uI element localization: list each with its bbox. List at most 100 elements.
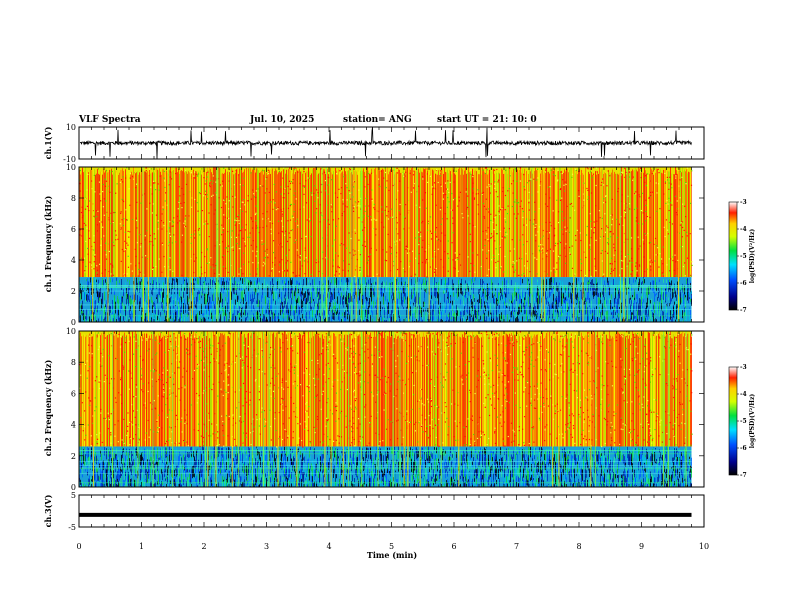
ch1-spectrogram-speckle [557,221,560,224]
ch1-spectrogram-speckle [243,252,245,254]
ch1-spectrogram-speckle [107,185,110,187]
ch1-spectrogram-lowband-cell [111,314,112,322]
ch1-spectrogram-speckle [270,228,272,230]
ch1-spectrogram-streak [332,174,333,278]
ch1-spectrogram-speckle [631,262,633,264]
ch1-spectrogram-lowband-cell [398,300,399,308]
ch1-spectrogram-lowband-cell [299,306,300,315]
ch1-spectrogram-lowband-cell [437,283,438,287]
ch1-spectrogram-streak [161,174,162,278]
ch1-spectrogram-speckle [168,184,170,186]
ch1-spectrogram-speckle [497,196,499,198]
ch1-spectrogram-lowband-cell [426,285,427,294]
ch1-spectrogram-lowband-cell [294,298,295,305]
ch1-spectrogram-lowband-cell [202,305,203,316]
ch1-spectrogram-lowband-cell [518,318,519,322]
ch1-spectrogram-lowband-cell [116,287,117,292]
ch1-spectrogram-lowband-cell [166,286,167,293]
ch1-spectrogram-speckle [362,216,364,218]
ch1-spectrogram-speckle [89,237,91,239]
ch1-spectrogram-speckle [331,245,334,247]
ch1-spectrogram-streak [459,167,460,278]
ch1-spectrogram-lowband-cell [452,305,453,316]
ch1-spectrogram-streak [136,172,137,278]
ch1-spectrogram-streak [437,174,438,278]
ch1-spectrogram-streak [565,171,566,278]
ch1-spectrogram-lowband-cell [393,292,394,301]
ch1-spectrogram-speckle [406,245,408,248]
ch1-spectrogram-lowband-cell [206,289,207,300]
ch1-spectrogram-speckle [371,198,373,200]
ch1-spectrogram-speckle [544,169,547,171]
ch1-spectrogram-lowband-cell [147,320,148,322]
ch1-spectrogram-lowband-cell [466,292,467,299]
ch1-spectrogram-lowband-cell [528,316,529,321]
ch1-spectrogram-streak [657,168,658,278]
ch1-spectrogram-lowband-cell [380,301,381,312]
ch1-spectrogram-lowband-cell [278,294,279,299]
ch1-spectrogram-speckle [311,194,313,196]
ch1-spectrogram-speckle [123,250,125,252]
ch1-spectrogram-speckle [139,234,141,236]
ch1-spectrogram-speckle [123,273,125,275]
ch1-spectrogram-speckle [120,227,122,229]
ch1-spectrogram-streak [622,173,623,278]
ch1-spectrogram-lowband-cell [152,304,153,313]
ch1-spectrogram-streak [537,170,538,278]
ch1-spectrogram-lowband-cell [546,297,547,305]
ch1-spectrogram-speckle [227,208,230,210]
ch1-spectrogram-speckle [557,179,559,181]
ch1-spectrogram-speckle [334,239,336,241]
ch1-spectrogram-speckle [101,221,103,223]
ch1-spectrogram-lowband-cell [388,296,389,306]
ch1-spectrogram-streak [409,168,410,278]
ch1-spectrogram-lowband-cell [179,317,180,322]
ch1-spectrogram-streak [352,174,353,278]
ch1-spectrogram-lowband-cell [440,297,441,301]
ch1-spectrogram-speckle [81,217,84,219]
ch1-spectrogram-speckle [379,185,381,188]
ch1-spectrogram-lowband-cell [513,315,514,322]
ch1-spectrogram-lowband-cell [344,281,345,288]
ch1-spectrogram-streak [123,170,124,278]
ch1-spectrogram-lowband-cell [482,279,483,289]
ch1-spectrogram-speckle [81,206,83,208]
ch1-spectrogram-streak [133,167,134,278]
ch1-spectrogram-speckle [399,213,401,215]
ch1-spectrogram-lowband-cell [159,313,160,322]
ch1-spectrogram-lowband-cell [467,315,468,321]
ch1-spectrogram-lowband-cell [218,308,219,315]
ch1-spectrogram-speckle [266,188,268,190]
ch1-spectrogram-lowband-cell [340,295,341,305]
ch1-spectrogram-lowband-cell [534,302,535,310]
ch1-spectrogram-lowband-cell [509,306,510,311]
ch1-spectrogram-lowband-cell [204,317,205,322]
ch1-spectrogram-lowband-cell [149,290,150,297]
ch1-spectrogram-speckle [198,191,200,194]
ch1-spectrogram-speckle [530,178,532,180]
ch1-spectrogram-speckle [294,190,296,192]
ch1-spectrogram-lowband-cell [396,320,397,322]
ch1-spectrogram-streak [607,170,608,278]
ch1-spectrogram-speckle [510,183,513,185]
ch1-spectrogram-lowband-cell [301,299,302,309]
ch1-spectrogram-lowband-cell [274,291,275,304]
ch1-spectrogram-lowband-cell [145,290,146,300]
ch1-spectrogram-speckle [240,229,242,232]
ch1-spectrogram-lowband-cell [347,313,348,320]
ch1-spectrogram-lowband-cell [334,277,335,287]
ch1-spectrogram-speckle [625,238,627,240]
ch1-spectrogram-speckle [124,177,127,179]
ch1-spectrogram-lowband-cell [539,286,540,291]
ch1-spectrogram-streak [487,174,488,278]
ch1-spectrogram-lowband-cell [472,277,473,282]
ch1-spectrogram-speckle [215,181,217,183]
ch1-spectrogram-speckle [385,260,388,262]
ch1-spectrogram-lowband-cell [133,280,134,285]
ch1-spectrogram-lowband-cell [349,287,350,293]
ch1-spectrogram-streak [639,168,640,278]
ch1-spectrogram-speckle [253,193,255,195]
ch1-spectrogram-streak [376,174,377,278]
ch1-spectrogram-lowband-cell [118,315,119,321]
ch1-spectrogram-lowband-cell [505,304,506,317]
